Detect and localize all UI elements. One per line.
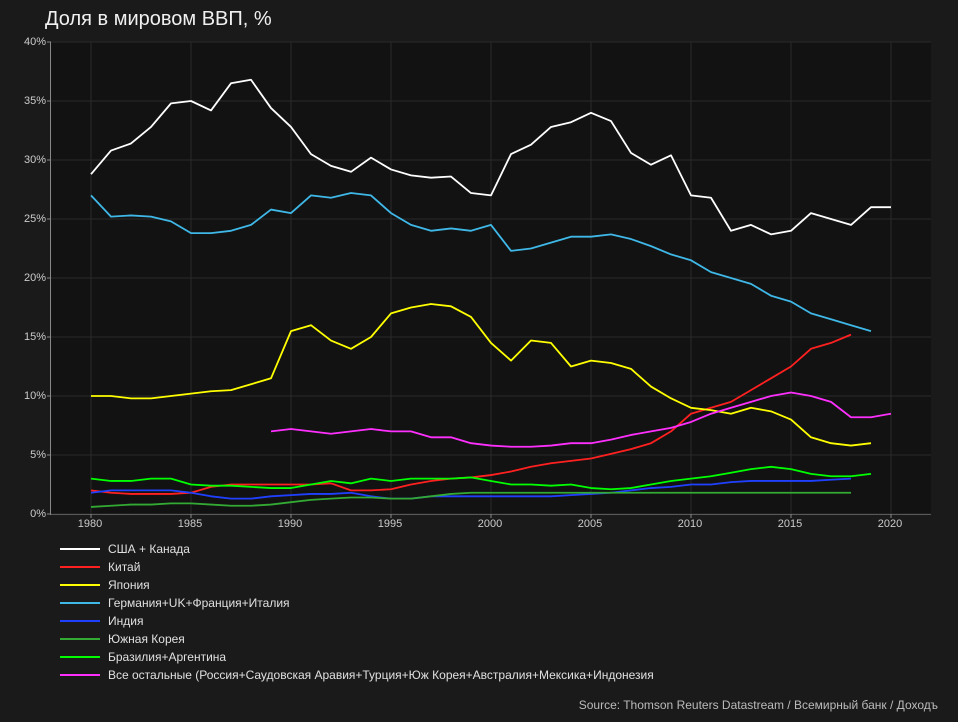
legend: США + КанадаКитайЯпонияГермания+UK+Франц… bbox=[60, 540, 654, 684]
y-tick-label: 35% bbox=[6, 95, 46, 107]
x-tick-label: 2005 bbox=[578, 518, 602, 530]
y-tick-label: 10% bbox=[6, 390, 46, 402]
legend-swatch bbox=[60, 620, 100, 622]
legend-item: США + Канада bbox=[60, 540, 654, 558]
legend-label: Бразилия+Аргентина bbox=[108, 648, 226, 666]
legend-swatch bbox=[60, 674, 100, 676]
chart-title: Доля в мировом ВВП, % bbox=[45, 8, 272, 31]
legend-label: Южная Корея bbox=[108, 630, 185, 648]
legend-item: Китай bbox=[60, 558, 654, 576]
legend-swatch bbox=[60, 602, 100, 604]
legend-label: США + Канада bbox=[108, 540, 190, 558]
legend-item: Бразилия+Аргентина bbox=[60, 648, 654, 666]
source-text: Source: Thomson Reuters Datastream / Все… bbox=[579, 698, 938, 712]
x-tick-label: 2015 bbox=[778, 518, 802, 530]
legend-item: Япония bbox=[60, 576, 654, 594]
x-tick-label: 1985 bbox=[178, 518, 202, 530]
x-tick-label: 1990 bbox=[278, 518, 302, 530]
legend-label: Все остальные (Россия+Саудовская Аравия+… bbox=[108, 666, 654, 684]
x-tick-label: 1980 bbox=[78, 518, 102, 530]
series-lines bbox=[51, 42, 931, 514]
x-tick-label: 2000 bbox=[478, 518, 502, 530]
legend-label: Германия+UK+Франция+Италия bbox=[108, 594, 290, 612]
x-tick-label: 2020 bbox=[878, 518, 902, 530]
legend-label: Япония bbox=[108, 576, 150, 594]
y-tick-label: 15% bbox=[6, 331, 46, 343]
legend-swatch bbox=[60, 638, 100, 640]
legend-swatch bbox=[60, 548, 100, 550]
legend-label: Китай bbox=[108, 558, 140, 576]
legend-label: Индия bbox=[108, 612, 143, 630]
legend-swatch bbox=[60, 584, 100, 586]
y-tick-label: 20% bbox=[6, 272, 46, 284]
legend-item: Германия+UK+Франция+Италия bbox=[60, 594, 654, 612]
legend-swatch bbox=[60, 656, 100, 658]
y-tick-label: 5% bbox=[6, 449, 46, 461]
y-tick-label: 40% bbox=[6, 36, 46, 48]
legend-item: Все остальные (Россия+Саудовская Аравия+… bbox=[60, 666, 654, 684]
x-tick-label: 2010 bbox=[678, 518, 702, 530]
legend-item: Индия bbox=[60, 612, 654, 630]
y-tick-label: 0% bbox=[6, 508, 46, 520]
plot-area bbox=[50, 42, 931, 515]
legend-item: Южная Корея bbox=[60, 630, 654, 648]
x-tick-label: 1995 bbox=[378, 518, 402, 530]
y-tick-label: 30% bbox=[6, 154, 46, 166]
legend-swatch bbox=[60, 566, 100, 568]
chart-container: Доля в мировом ВВП, % 0% 5% 10% 15% 20% 25% 30… bbox=[0, 0, 958, 722]
y-tick-label: 25% bbox=[6, 213, 46, 225]
